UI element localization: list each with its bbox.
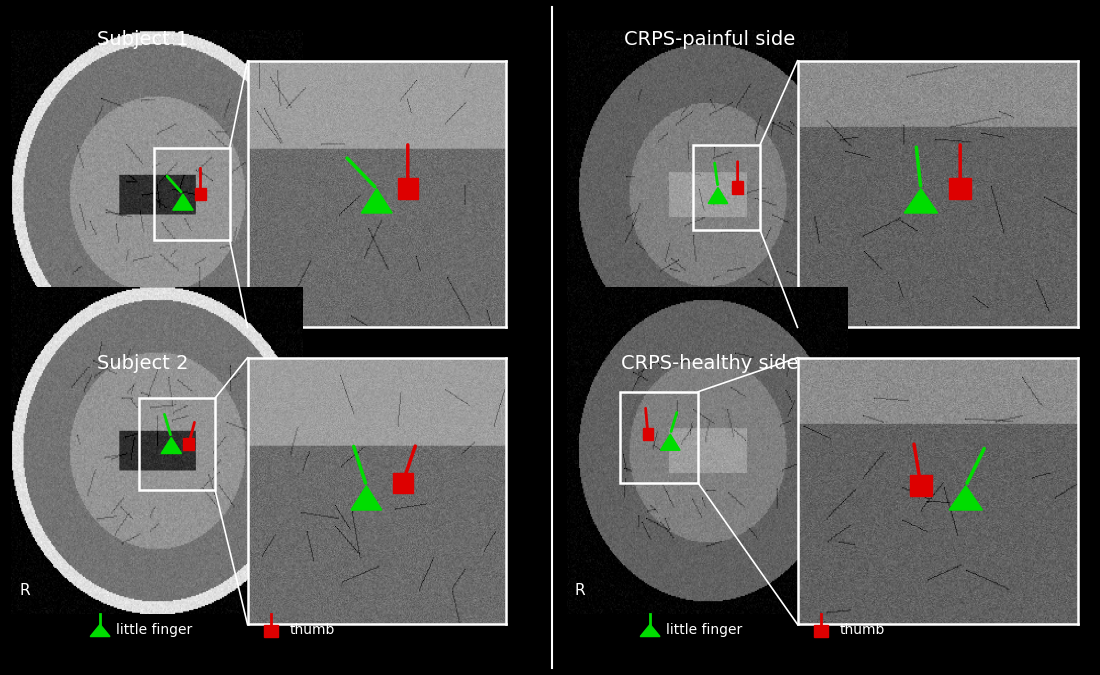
Text: Subject 2: Subject 2 xyxy=(97,354,189,373)
Text: L: L xyxy=(256,583,264,597)
Bar xyxy=(398,178,418,199)
Text: R: R xyxy=(575,326,585,341)
Bar xyxy=(733,182,742,194)
Bar xyxy=(693,145,760,230)
Polygon shape xyxy=(904,189,937,213)
Text: little finger: little finger xyxy=(666,623,741,637)
Text: L: L xyxy=(802,583,811,597)
Text: little finger: little finger xyxy=(116,623,191,637)
Polygon shape xyxy=(708,188,728,204)
Bar xyxy=(949,178,971,199)
Bar xyxy=(140,398,216,490)
Polygon shape xyxy=(949,486,982,510)
Polygon shape xyxy=(161,437,182,454)
Bar xyxy=(910,475,932,496)
Text: thumb: thumb xyxy=(289,623,334,637)
Text: Subject 1: Subject 1 xyxy=(97,30,189,49)
Text: CRPS-painful side: CRPS-painful side xyxy=(624,30,795,49)
Polygon shape xyxy=(660,434,680,450)
Bar xyxy=(184,438,195,450)
Polygon shape xyxy=(351,486,382,510)
Bar xyxy=(154,148,230,240)
Polygon shape xyxy=(173,194,194,210)
Bar xyxy=(195,188,206,200)
Text: R: R xyxy=(20,583,31,597)
Bar xyxy=(393,472,412,493)
Polygon shape xyxy=(362,189,392,213)
Text: L: L xyxy=(802,326,811,341)
Text: CRPS-healthy side: CRPS-healthy side xyxy=(620,354,799,373)
Text: R: R xyxy=(575,583,585,597)
Bar xyxy=(619,392,698,483)
Bar xyxy=(642,428,653,440)
Text: L: L xyxy=(256,326,264,341)
Text: R: R xyxy=(20,326,31,341)
Text: thumb: thumb xyxy=(839,623,884,637)
